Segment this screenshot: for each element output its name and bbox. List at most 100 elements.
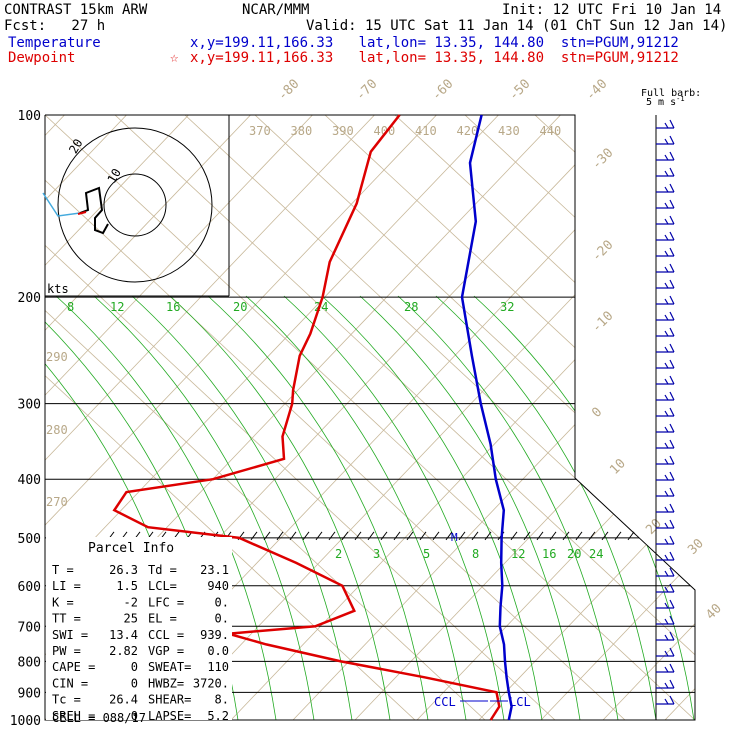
- pressure-tick-300: 300: [18, 398, 41, 413]
- theta-e-label: 440: [540, 124, 562, 138]
- dry-adiabat-label: 280: [46, 423, 68, 437]
- parcel-value-right: 110: [207, 660, 229, 674]
- hatch-mark: [445, 531, 453, 541]
- parcel-value-left: 26.3: [109, 563, 138, 577]
- isotherm-label: 30: [685, 536, 707, 558]
- isotherm-label: -60: [429, 77, 456, 104]
- parcel-label-left: K =: [52, 595, 74, 609]
- hatch-mark: [406, 531, 414, 541]
- plot-frame: [44, 114, 696, 721]
- parcel-cell: CELL = 088/17: [52, 711, 146, 725]
- pressure-tick-600: 600: [18, 580, 41, 595]
- dry-adiabat-line: [45, 115, 486, 720]
- mixing-ratio-label: 12: [110, 300, 124, 314]
- wind-barb: [656, 311, 675, 321]
- wind-barb: [656, 279, 675, 289]
- wind-barb: [656, 263, 675, 273]
- parcel-label-left: LI =: [52, 579, 81, 593]
- wind-barb: [656, 407, 675, 417]
- parcel-value-left: 26.4: [109, 693, 138, 707]
- wind-barb: [656, 471, 675, 481]
- isotherm-label: 10: [607, 456, 629, 478]
- parcel-label-left: SREH =: [52, 709, 95, 723]
- pressure-tick-800: 800: [18, 655, 41, 670]
- wind-barb: [656, 551, 675, 561]
- wind-barb: [656, 615, 675, 625]
- parcel-value-left: 0: [131, 709, 138, 723]
- wind-barb: [656, 231, 675, 241]
- dry-adiabat-labels: 290 280 270: [46, 350, 68, 509]
- mixing-ratio-line: [321, 295, 543, 720]
- isotherm-line: [230, 115, 695, 720]
- parcel-value-right: 0.0: [207, 644, 229, 658]
- wind-barb-panel: Full barb: 5 m s-1: [641, 88, 701, 720]
- wind-barb: [656, 663, 675, 673]
- mixing-ratio-label: 20: [233, 300, 247, 314]
- parcel-label-right: Td =: [148, 563, 177, 577]
- forecast-hour: Fcst: 27 h: [4, 18, 106, 34]
- isotherm-line: [416, 115, 695, 720]
- temperature-profile: [460, 114, 513, 721]
- wind-barbs: [656, 119, 675, 705]
- dry-adiabat-line: [184, 115, 695, 720]
- wind-barb: [656, 679, 675, 689]
- wind-barb-unit: 5 m s-1: [646, 95, 685, 108]
- isotherm-line: [45, 115, 309, 720]
- hodograph-ring-label-10: 10: [105, 166, 124, 186]
- mixing-ratio-label: 28: [404, 300, 418, 314]
- hatch-mark: [549, 531, 557, 541]
- hatch-mark: [289, 531, 297, 541]
- temperature-legend-label: Temperature: [8, 35, 101, 51]
- parcel-value-left: 1.5: [116, 579, 138, 593]
- mixing-ratio-line: [169, 295, 391, 720]
- isotherm-line: [727, 55, 740, 720]
- wind-barb: [656, 647, 675, 657]
- parcel-value-left: 2.82: [109, 644, 138, 658]
- parcel-label-right: CCL =: [148, 628, 184, 642]
- mixing-ratio-line: [93, 295, 315, 720]
- dewpoint-star-icon: ☆: [170, 50, 179, 66]
- dry-adiabat-line: [45, 115, 695, 720]
- wind-barb: [656, 503, 675, 513]
- pressure-tick-200: 200: [18, 291, 41, 306]
- hatch-mark: [328, 531, 336, 541]
- wind-barb: [656, 119, 675, 129]
- parcel-label-right: SHEAR=: [148, 693, 191, 707]
- hodograph-ring-inner: [103, 173, 167, 237]
- hatch-mark: [510, 531, 518, 541]
- mixing-ratio-line: [359, 295, 581, 720]
- mixing-ratio-label-low: 12: [511, 547, 525, 561]
- wind-barb: [656, 375, 675, 385]
- dry-adiabat-label: 270: [46, 495, 68, 509]
- hatch-mark: [302, 531, 310, 541]
- mixing-ratio-line: [207, 295, 429, 720]
- isotherm-labels: -80 -70 -60 -50 -40 -30 -20 -10 0 10 20 30 40: [275, 77, 725, 623]
- wind-barb: [656, 215, 675, 225]
- hodograph-trace-low: [42, 192, 81, 217]
- parcel-label-left: T =: [52, 563, 74, 577]
- isotherm-label: 20: [643, 516, 665, 538]
- hatch-mark: [432, 531, 440, 541]
- dry-adiabat-label: 290: [46, 350, 68, 364]
- mixing-ratio-label-low: 3: [373, 547, 380, 561]
- m-marker-label: M: [451, 531, 458, 544]
- wind-barb: [656, 247, 675, 257]
- mixing-ratio-label-low: 5: [423, 547, 430, 561]
- wind-barb: [656, 295, 675, 305]
- dewpoint-legend-label: Dewpoint: [8, 50, 76, 66]
- pressure-tick-700: 700: [18, 620, 41, 635]
- wind-barb: [656, 391, 675, 401]
- theta-e-label: 370: [249, 124, 271, 138]
- parcel-label-right: HWBZ=: [148, 676, 184, 690]
- parcel-label-left: SWI =: [52, 628, 88, 642]
- isotherm-label: 0: [589, 405, 605, 421]
- parcel-value-right: 940: [207, 579, 229, 593]
- wind-barb: [656, 151, 675, 161]
- dewpoint-station-info: x,y=199.11,166.33 lat,lon= 13.35, 144.80…: [190, 50, 679, 66]
- isotherm-line: [45, 115, 247, 720]
- parcel-label-right: EL =: [148, 612, 177, 626]
- ccl-marker-label: CCL: [434, 695, 456, 709]
- dewpoint-profile: [112, 114, 501, 721]
- parcel-label-left: Tc =: [52, 693, 81, 707]
- isotherm-line: [292, 115, 695, 720]
